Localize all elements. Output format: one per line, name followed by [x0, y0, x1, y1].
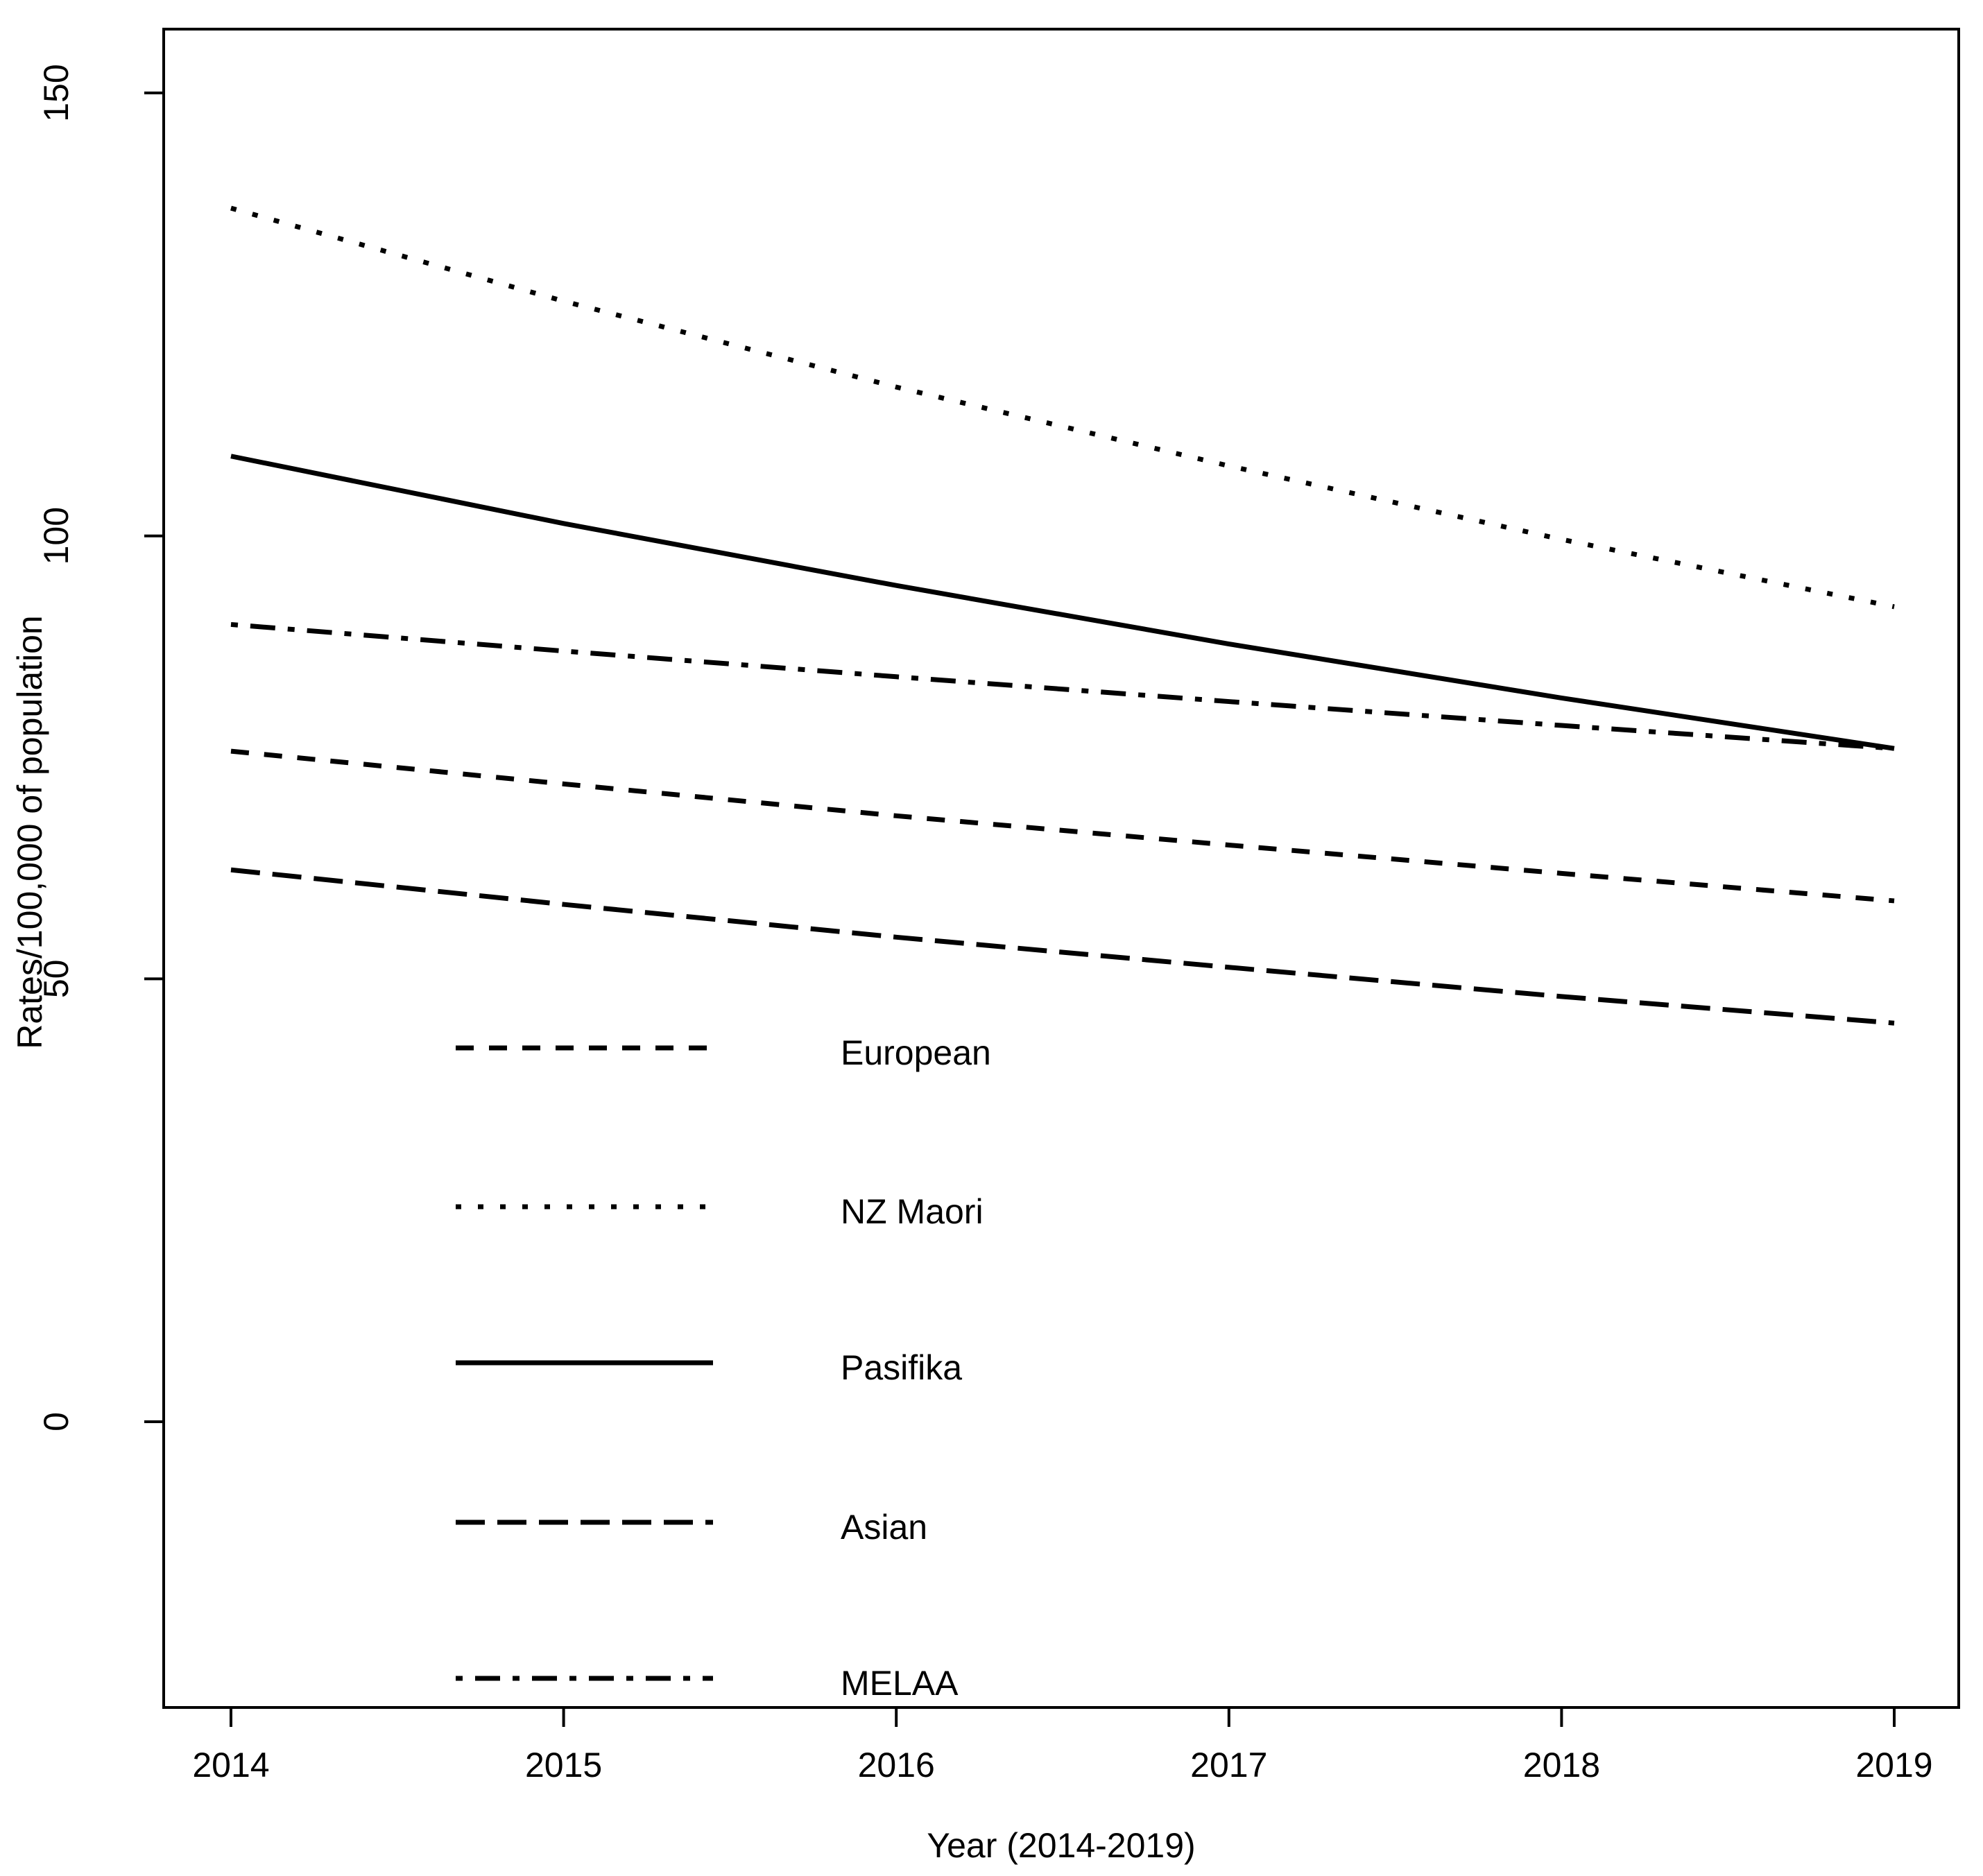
legend-label: Pasifika [841, 1348, 962, 1387]
plot-border [162, 28, 1960, 1709]
y-tick-label: 0 [37, 1412, 76, 1431]
series-line-melaa [230, 621, 1895, 751]
x-tick-label: 2016 [858, 1746, 935, 1784]
y-tick-label: 100 [37, 507, 76, 565]
x-tick-label: 2017 [1190, 1746, 1267, 1784]
series-line-european [230, 748, 1895, 904]
series-line-pasifika [230, 454, 1895, 751]
y-axis-title: Rates/100,000 of population [10, 615, 49, 1049]
series-line-asian [230, 867, 1895, 1026]
x-tick-label: 2018 [1523, 1746, 1600, 1784]
y-tick-label: 150 [37, 64, 76, 121]
x-tick-label: 2019 [1855, 1746, 1932, 1784]
x-axis-title: Year (2014-2019) [927, 1826, 1195, 1865]
y-tick-label: 50 [37, 960, 76, 999]
legend-label: Asian [841, 1508, 927, 1547]
x-tick-label: 2014 [192, 1746, 269, 1784]
legend-label: MELAA [841, 1664, 959, 1703]
legend-label: NZ Maori [841, 1192, 984, 1231]
x-tick-label: 2015 [525, 1746, 602, 1784]
legend-label: European [841, 1033, 991, 1072]
